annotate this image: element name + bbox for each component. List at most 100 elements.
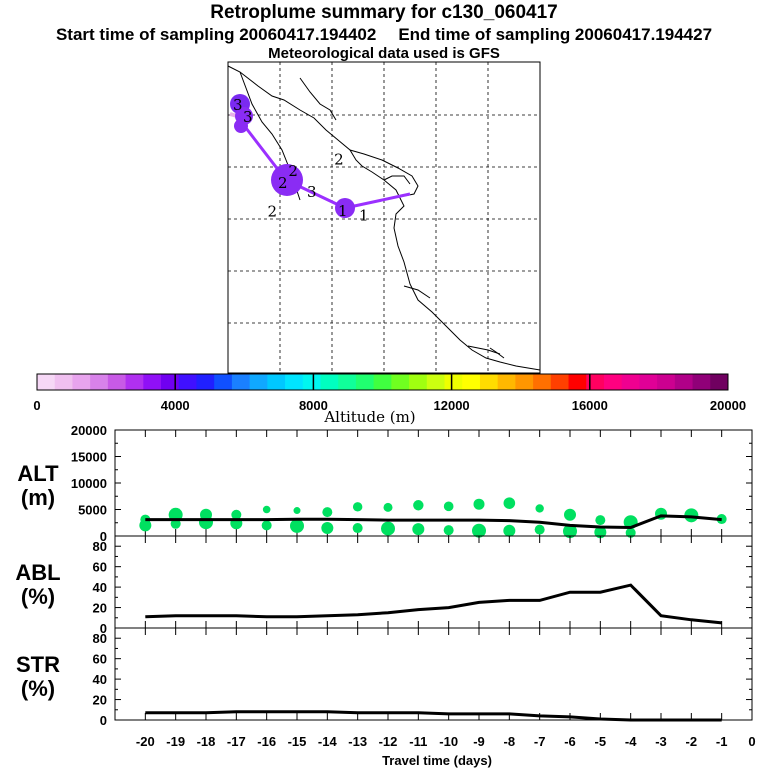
chart-title: Retroplume summary for c130_060417 [210,2,558,23]
plume-marker [335,198,355,218]
colorbar-bin [107,374,127,390]
map-label: 1 [359,207,369,225]
alt-point [443,501,454,512]
alt-point [412,523,425,536]
alt-point [413,500,424,511]
colorbar: 0 4000 8000 12000 16000 20000 Altitude (m) [33,373,746,426]
alt-point [139,519,152,532]
y-tick-label: 0 [100,529,107,544]
y-tick-label: 40 [93,672,107,687]
end-time: End time of sampling 20060417.194427 [398,25,713,44]
sampling-times: Start time of sampling 20060417.194402 En… [0,25,768,45]
marker-number: 3 [233,96,243,114]
colorbar-bin [90,374,109,390]
colorbar-bin [426,374,446,390]
alt-point [290,518,304,533]
colorbar-bin [125,374,144,390]
panel-ylabel-unit: (%) [21,584,55,609]
colorbar-tick-label: 8000 [299,398,328,413]
x-tick-label: -15 [288,734,307,749]
map-label: 2 [334,151,344,169]
alt-point [503,524,516,537]
colorbar-bin [54,374,73,390]
marker-number: 3 [243,108,253,126]
panel-str: 0 20 40 60 80 STR(%) [16,627,753,728]
alt-point [564,508,576,521]
colorbar-ticks: 0 4000 8000 12000 16000 20000 [33,374,746,413]
x-tick-label: -16 [257,734,276,749]
colorbar-tick-label: 12000 [434,398,470,413]
colorbar-bin [231,374,251,390]
colorbar-bins [37,374,729,390]
y-tick-label: 10000 [71,476,107,491]
x-tick-label: -19 [166,734,185,749]
colorbar-bin [409,374,428,390]
alt-point [383,502,393,512]
alt-point [473,498,485,510]
map-label: 3 [307,183,317,201]
panel-ylabel: ABL [15,560,60,585]
alt-point [381,521,395,536]
panel-ylabel-unit: (%) [21,676,55,701]
colorbar-bin [320,374,339,390]
map-gridlines [228,62,540,373]
y-tick-label: 60 [93,652,107,667]
colorbar-bin [37,374,56,390]
alt-point [534,524,545,535]
alt-point [322,507,333,518]
plume-marker [271,164,303,196]
colorbar-bin [462,374,481,390]
y-tick-label: 60 [93,560,107,575]
x-tick-label: -13 [348,734,367,749]
colorbar-bin [639,374,658,390]
map-label: 2 [268,203,278,221]
panel-abl: 0 20 40 60 80 ABL(%) [15,535,753,636]
x-tick-label: -18 [197,734,216,749]
colorbar-bin [586,374,605,390]
x-tick-label: -3 [655,734,667,749]
colorbar-bin [533,374,552,390]
colorbar-bin [710,374,729,390]
colorbar-bin [550,374,570,390]
panel-alt: 0 5000 10000 15000 20000 ALT(m) [17,423,753,544]
x-tick-label: -1 [716,734,728,749]
x-tick-label: -7 [534,734,546,749]
colorbar-bin [674,374,694,390]
colorbar-bin [657,374,676,390]
x-tick-label: -6 [564,734,576,749]
colorbar-bin [355,374,375,390]
x-tick-label: -9 [473,734,485,749]
x-tick-label: -12 [379,734,398,749]
y-tick-label: 0 [100,713,107,728]
colorbar-tick-label: 16000 [572,398,608,413]
alt-point [170,518,181,529]
x-tick-label: -11 [409,734,427,749]
colorbar-bin [161,374,180,390]
time-series-panels: 05000100001500020000ALT(m)020406080ABL(%… [15,423,755,749]
colorbar-bin [249,374,268,390]
colorbar-bin [302,374,321,390]
colorbar-bin [178,374,197,390]
colorbar-bin [338,374,357,390]
plume-marker [234,119,248,133]
alt-point [262,505,271,514]
start-time: Start time of sampling 20060417.194402 [55,25,377,44]
x-tick-label: -8 [504,734,516,749]
colorbar-bin [373,374,392,390]
x-tick-label: -17 [227,734,246,749]
x-axis-label: Travel time (days) [382,753,492,768]
alt-point [261,520,272,531]
alt-point [595,515,606,526]
panel-ylabel-unit: (m) [21,485,55,510]
series-line-alt [145,514,722,530]
alt-point [535,504,544,513]
colorbar-bin [214,374,233,390]
y-tick-label: 80 [93,539,107,554]
colorbar-bin [515,374,534,390]
x-tick-label: -20 [136,734,155,749]
series-line-str [145,710,722,722]
y-tick-label: 5000 [78,503,107,518]
colorbar-bin [285,374,304,390]
